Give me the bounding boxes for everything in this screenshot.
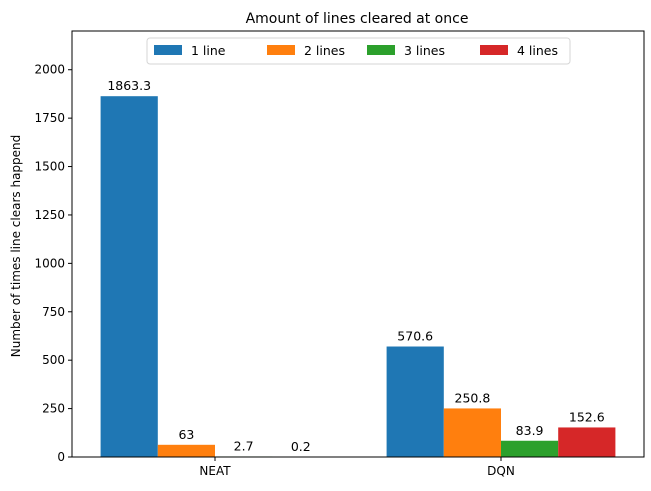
data-label: 0.2 bbox=[291, 439, 311, 454]
y-axis-label: Number of times line clears happend bbox=[9, 135, 23, 358]
data-label: 570.6 bbox=[397, 329, 433, 344]
legend-swatch bbox=[367, 45, 395, 55]
legend: 1 line 2 lines 3 lines 4 lines bbox=[146, 37, 571, 65]
legend-label: 4 lines bbox=[517, 43, 558, 58]
legend-label: 2 lines bbox=[304, 43, 345, 58]
data-label: 250.8 bbox=[455, 390, 491, 405]
x-tick-label: NEAT bbox=[199, 464, 231, 478]
legend-label: 1 line bbox=[191, 43, 226, 58]
chart-title: Amount of lines cleared at once bbox=[246, 11, 469, 27]
x-tick-label: DQN bbox=[487, 464, 515, 478]
bar bbox=[386, 346, 444, 457]
bar bbox=[100, 96, 158, 458]
y-tick-label: 750 bbox=[42, 305, 65, 319]
y-tick-label: 1000 bbox=[34, 256, 65, 270]
data-label: 63 bbox=[178, 427, 194, 442]
axes-frame bbox=[71, 30, 645, 458]
plot-area: 1863.3 570.6 63 250.8 2.7 83.9 0.2 152.6 0 250 500… bbox=[34, 30, 645, 478]
data-label: 152.6 bbox=[569, 409, 605, 424]
y-tick-label: 1750 bbox=[34, 111, 65, 125]
legend-swatch bbox=[267, 45, 295, 55]
bar bbox=[501, 440, 559, 457]
bar bbox=[443, 408, 501, 457]
y-tick-label: 2000 bbox=[34, 63, 65, 77]
legend-swatch bbox=[480, 45, 508, 55]
legend-label: 3 lines bbox=[404, 43, 445, 58]
y-tick-label: 250 bbox=[42, 402, 65, 416]
y-tick-label: 0 bbox=[57, 450, 65, 464]
bar bbox=[157, 444, 215, 457]
data-label: 83.9 bbox=[516, 423, 544, 438]
bar bbox=[558, 427, 616, 457]
y-tick-label: 500 bbox=[42, 353, 65, 367]
data-label: 2.7 bbox=[234, 438, 254, 453]
y-tick-label: 1500 bbox=[34, 160, 65, 174]
data-label: 1863.3 bbox=[107, 78, 151, 93]
legend-swatch bbox=[154, 45, 182, 55]
legend-box bbox=[146, 37, 571, 65]
y-tick-label: 1250 bbox=[34, 208, 65, 222]
